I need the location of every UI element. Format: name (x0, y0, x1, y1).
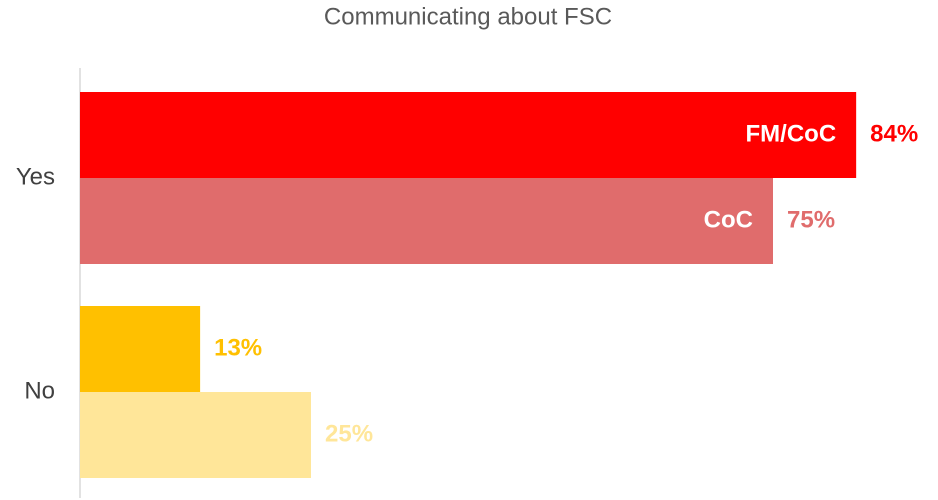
value-label: 13% (214, 334, 262, 361)
chart-title: Communicating about FSC (324, 3, 612, 30)
value-label: 25% (325, 420, 373, 447)
bar (80, 92, 857, 178)
bar (80, 178, 773, 264)
series-label: FM/CoC (746, 120, 837, 147)
bar (80, 306, 201, 392)
category-label: No (24, 377, 55, 404)
bar (80, 392, 311, 478)
category-label: Yes (16, 163, 55, 190)
value-label: 84% (870, 120, 918, 147)
value-label: 75% (787, 206, 835, 233)
series-label: CoC (704, 206, 753, 233)
